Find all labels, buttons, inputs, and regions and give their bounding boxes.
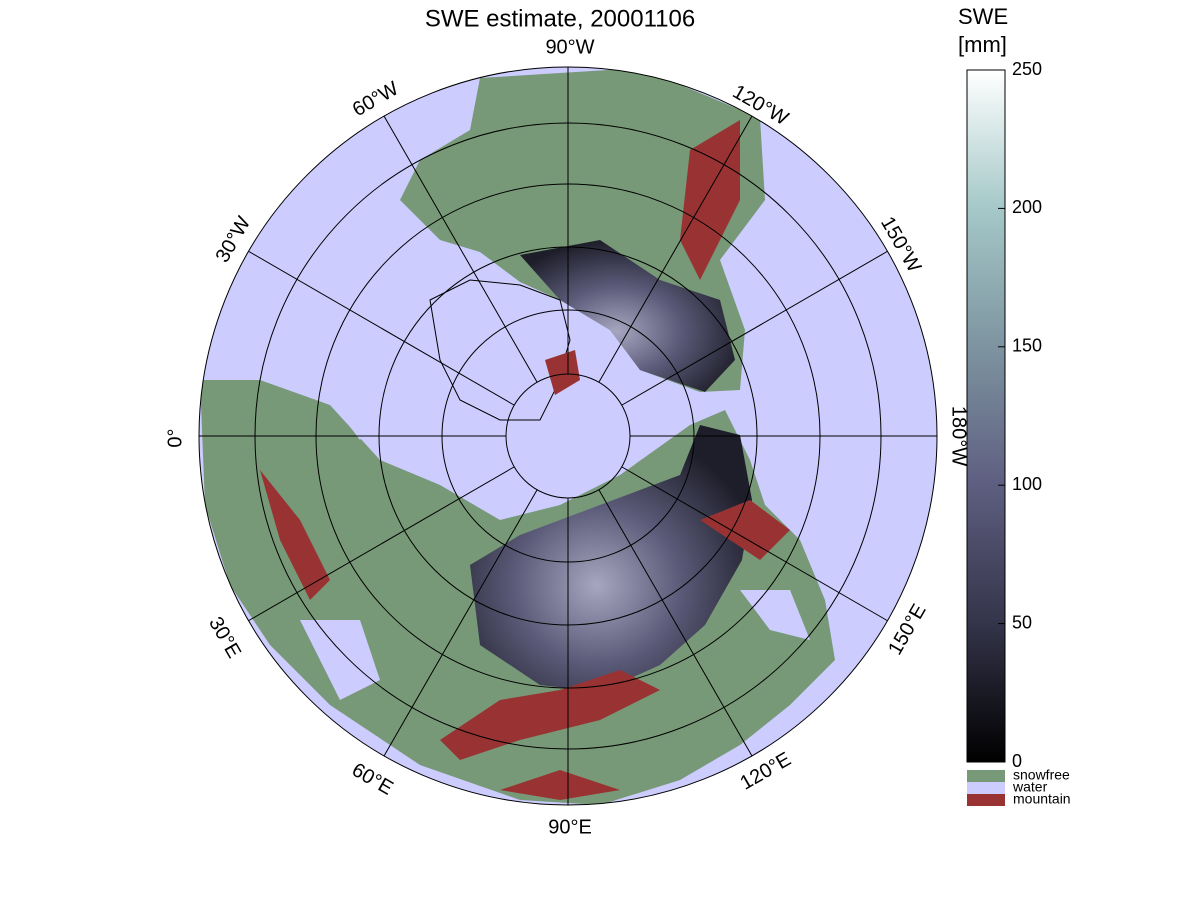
colorbar-label: [mm] — [958, 32, 1007, 57]
tick-label: 250 — [1012, 59, 1042, 79]
graticule — [199, 67, 937, 805]
map — [199, 67, 937, 805]
legend-label: snowfree — [1013, 767, 1070, 783]
snow — [520, 240, 735, 392]
meridian-label: 90°W — [545, 36, 594, 58]
tick-label: 50 — [1012, 612, 1032, 632]
tick-label: 100 — [1012, 474, 1042, 494]
tick-label: 0 — [1012, 751, 1022, 771]
lake — [300, 400, 810, 700]
colorbar-label: SWE — [958, 4, 1008, 29]
legend-swatch — [967, 782, 1005, 794]
meridian-label: 90°E — [548, 816, 592, 838]
legend-swatch — [967, 770, 1005, 782]
meridian-label: 180°W — [948, 406, 970, 466]
mountain — [260, 120, 790, 800]
title: SWE estimate, 20001106 — [425, 5, 695, 32]
meridian-label: 60°E — [348, 759, 397, 800]
map-border — [198, 66, 938, 806]
tick-label: 200 — [1012, 197, 1042, 217]
legend-label: water — [1012, 779, 1048, 795]
colorbar-scale — [966, 69, 1006, 763]
legend-swatch — [967, 794, 1005, 806]
meridian-label: 0° — [164, 428, 186, 447]
meridian-label: 30°E — [204, 613, 245, 662]
mountain — [545, 350, 580, 395]
legend-label: mountain — [1013, 791, 1071, 807]
tick-label: 150 — [1012, 336, 1042, 356]
colorbar: SWE [mm] — [958, 4, 1008, 763]
